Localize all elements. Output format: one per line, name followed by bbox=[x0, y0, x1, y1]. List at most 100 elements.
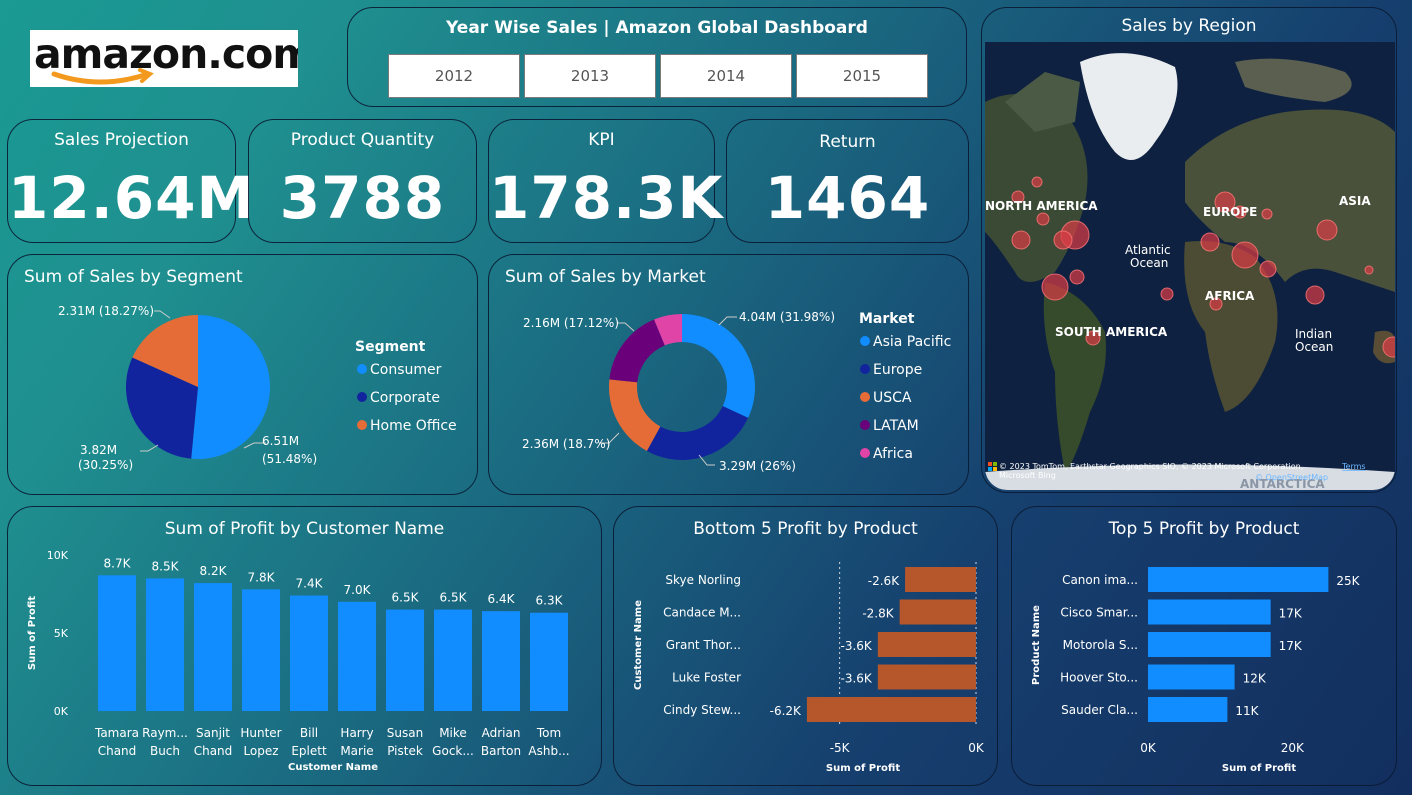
bar[interactable] bbox=[290, 595, 328, 711]
bar[interactable] bbox=[905, 567, 976, 592]
map-label-south-america: SOUTH AMERICA bbox=[1055, 325, 1168, 339]
kpi-label: KPI bbox=[588, 130, 615, 150]
map-osm-link[interactable]: © OpenStreetMap bbox=[1255, 473, 1328, 482]
year-button-2015[interactable]: 2015 bbox=[796, 54, 928, 98]
data-label: 8.5K bbox=[152, 559, 180, 573]
bar[interactable] bbox=[1148, 632, 1271, 657]
map-bubble[interactable] bbox=[1209, 297, 1223, 311]
donut-slice-africa[interactable] bbox=[654, 314, 682, 346]
bar[interactable] bbox=[434, 609, 472, 711]
x-tick-label: Chand bbox=[194, 744, 233, 758]
bar[interactable] bbox=[899, 599, 976, 625]
data-label: 6.5K bbox=[440, 591, 468, 605]
map-bubble[interactable] bbox=[1011, 190, 1025, 204]
bar[interactable] bbox=[1148, 599, 1271, 625]
bar[interactable] bbox=[338, 601, 376, 711]
year-filter-title: Year Wise Sales | Amazon Global Dashboar… bbox=[446, 18, 868, 38]
map-bubble[interactable] bbox=[1259, 260, 1277, 278]
data-label: 17K bbox=[1279, 607, 1303, 621]
map-bubble[interactable] bbox=[1069, 269, 1085, 285]
top5-bar-chart[interactable]: 25K Canon ima... 17K Cisco Smar... 17K Motoro… bbox=[1012, 507, 1396, 785]
bar[interactable] bbox=[806, 697, 976, 722]
bar[interactable] bbox=[877, 664, 976, 690]
map-bubble[interactable] bbox=[1261, 208, 1273, 220]
donut-slice-asia-pacific[interactable] bbox=[682, 314, 755, 418]
x-tick-label: Buch bbox=[150, 744, 180, 758]
data-label: 6.3K bbox=[536, 594, 564, 608]
year-button-2013[interactable]: 2013 bbox=[524, 54, 656, 98]
map-label-atlantic-ocean: Ocean bbox=[1130, 256, 1168, 270]
data-label: 2.36M (18.7%) bbox=[522, 437, 610, 451]
year-button-2014[interactable]: 2014 bbox=[660, 54, 792, 98]
map-title: Sales by Region bbox=[1121, 16, 1257, 36]
bar[interactable] bbox=[1148, 664, 1235, 690]
bar[interactable] bbox=[146, 578, 184, 711]
leader-line bbox=[718, 316, 737, 326]
kpi-value: 3788 bbox=[279, 164, 446, 232]
top5-chart-title: Top 5 Profit by Product bbox=[1108, 519, 1300, 539]
legend-dot bbox=[357, 364, 367, 374]
donut-slice-europe[interactable] bbox=[646, 406, 749, 460]
bar[interactable] bbox=[1148, 567, 1329, 592]
map-bubble[interactable] bbox=[1382, 336, 1395, 358]
map-label-antarctica: ANTARCTICA bbox=[1240, 477, 1325, 490]
customer-chart-title: Sum of Profit by Customer Name bbox=[164, 519, 445, 539]
year-button-2012[interactable]: 2012 bbox=[388, 54, 520, 98]
segment-chart-title: Sum of Sales by Segment bbox=[24, 267, 243, 287]
map-bubble[interactable] bbox=[1031, 176, 1043, 188]
sales-map[interactable]: NORTH AMERICA EUROPE ASIA Atlantic Ocean… bbox=[985, 42, 1395, 490]
map-bubble[interactable] bbox=[1011, 230, 1031, 250]
data-label: -2.8K bbox=[862, 607, 894, 621]
map-bubble[interactable] bbox=[1233, 205, 1247, 219]
map-bubble[interactable] bbox=[1214, 191, 1236, 213]
bottom5-card: Bottom 5 Profit by Product -2.6K Skye Nor… bbox=[613, 506, 998, 786]
legend-dot bbox=[357, 420, 367, 430]
map-bubble[interactable] bbox=[1041, 273, 1069, 301]
pie-slice-corporate[interactable] bbox=[126, 357, 198, 459]
bar[interactable] bbox=[530, 612, 568, 711]
donut-slice-usca[interactable] bbox=[609, 379, 661, 451]
data-label: 8.7K bbox=[104, 556, 132, 570]
data-label: 3.29M (26%) bbox=[719, 459, 796, 473]
segment-pie-chart[interactable]: 6.51M (51.48%) 3.82M(30.25%) 2.31M (18.27%)… bbox=[8, 255, 477, 494]
bottom5-bar-chart[interactable]: -2.6K Skye Norling -2.8K Candace M... -3.6K G… bbox=[614, 507, 997, 785]
microsoft-logo-icon bbox=[988, 462, 997, 471]
map-bubble[interactable] bbox=[1053, 230, 1073, 250]
map-terms-link[interactable]: Terms bbox=[1341, 462, 1366, 471]
map-bubble[interactable] bbox=[1305, 285, 1325, 305]
map-bubble[interactable] bbox=[1036, 212, 1050, 226]
market-donut-chart[interactable]: 4.04M (31.98%) 3.29M (26%) 2.36M (18.7%) 2.… bbox=[489, 255, 968, 494]
pie-slice-consumer[interactable] bbox=[191, 315, 271, 459]
x-axis-title: Sum of Profit bbox=[826, 763, 900, 774]
map-bubble[interactable] bbox=[1160, 287, 1174, 301]
bar[interactable] bbox=[242, 589, 280, 711]
bar[interactable] bbox=[98, 575, 136, 711]
antarctica-shape bbox=[985, 464, 1395, 490]
market-chart-title: Sum of Sales by Market bbox=[505, 267, 706, 287]
x-tick-label: Harry bbox=[340, 726, 373, 740]
bar[interactable] bbox=[482, 611, 520, 711]
x-tick-label: Barton bbox=[481, 744, 521, 758]
map-bubble[interactable] bbox=[1364, 265, 1374, 275]
bar[interactable] bbox=[386, 609, 424, 711]
eurasia-shape bbox=[1185, 109, 1395, 292]
africa-shape bbox=[1184, 241, 1278, 412]
map-bubble[interactable] bbox=[1085, 330, 1101, 346]
bar[interactable] bbox=[877, 632, 976, 657]
pie-slice-home-office[interactable] bbox=[132, 315, 198, 387]
bar[interactable] bbox=[1148, 697, 1228, 722]
legend-dot bbox=[860, 336, 870, 346]
map-bubble[interactable] bbox=[1200, 232, 1220, 252]
x-tick-label: 0K bbox=[968, 741, 985, 755]
kpi-value: 178.3K bbox=[489, 164, 724, 232]
data-label: 6.4K bbox=[488, 592, 516, 606]
x-tick-label: 20K bbox=[1281, 741, 1305, 755]
map-bubble[interactable] bbox=[1316, 219, 1338, 241]
customer-bar-chart[interactable]: 0K 5K 10K Sum of Profit 8.7K Tamara Chand 8.5K R… bbox=[8, 507, 601, 785]
leader-line bbox=[599, 432, 620, 444]
y-axis-title: Sum of Profit bbox=[27, 596, 38, 670]
donut-slice-latam[interactable] bbox=[609, 319, 665, 383]
map-bubble[interactable] bbox=[1231, 241, 1259, 269]
bar[interactable] bbox=[194, 583, 232, 711]
kpi-label: Product Quantity bbox=[290, 130, 435, 150]
